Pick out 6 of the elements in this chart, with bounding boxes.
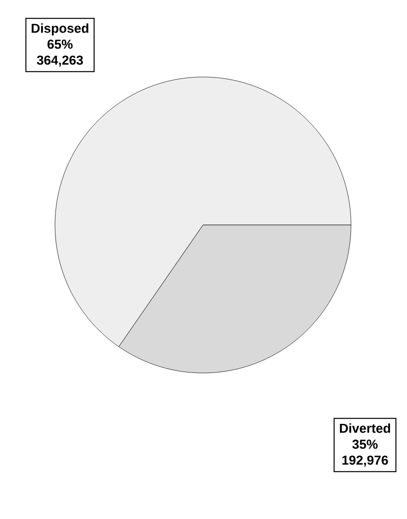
text: 35% bbox=[352, 440, 378, 449]
data-label: 364,263 bbox=[36, 56, 83, 67]
text: 65% bbox=[48, 40, 73, 49]
slice-label: Diverted bbox=[340, 423, 390, 433]
data-label: 192,976 bbox=[342, 456, 388, 467]
slice-label: Disposed bbox=[32, 23, 88, 36]
